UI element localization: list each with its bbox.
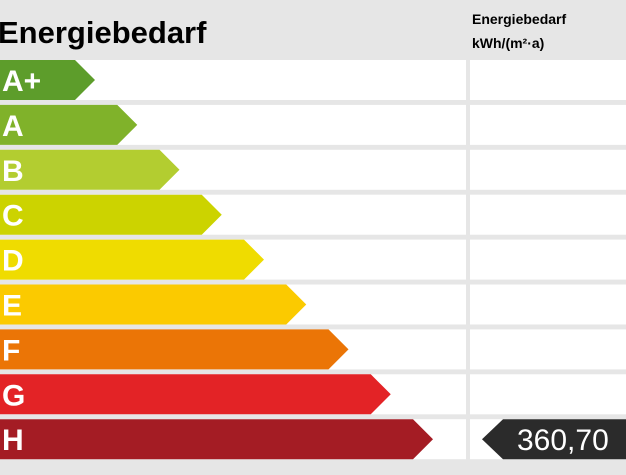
class-arrow <box>0 60 95 100</box>
class-arrow <box>0 374 391 415</box>
class-label: G <box>2 379 25 412</box>
value-text: 360,70 <box>517 424 609 457</box>
class-label: F <box>2 334 20 367</box>
class-label: H <box>2 424 24 457</box>
value-cell <box>470 284 626 325</box>
class-label: A+ <box>2 65 41 98</box>
class-arrow <box>0 104 138 145</box>
class-label: D <box>2 245 24 278</box>
value-cell <box>470 239 626 280</box>
value-cell <box>470 149 626 190</box>
column-header: Energiebedarf <box>472 11 566 27</box>
class-label: C <box>2 200 24 233</box>
class-arrow <box>0 149 180 190</box>
value-indicator <box>482 419 626 460</box>
title: Energiebedarf <box>0 15 207 50</box>
class-label: A <box>2 110 24 143</box>
value-cell <box>470 60 626 100</box>
class-arrow <box>0 239 264 280</box>
value-cell <box>470 374 626 415</box>
class-arrow <box>0 419 433 460</box>
class-arrow <box>0 194 222 235</box>
value-cell <box>470 104 626 145</box>
column-unit: kWh/(m²·a) <box>472 35 544 51</box>
value-cell <box>470 194 626 235</box>
class-arrow <box>0 284 307 325</box>
class-arrow <box>0 329 349 370</box>
class-label: E <box>2 290 22 323</box>
class-label: B <box>2 155 24 188</box>
value-cell <box>470 329 626 370</box>
